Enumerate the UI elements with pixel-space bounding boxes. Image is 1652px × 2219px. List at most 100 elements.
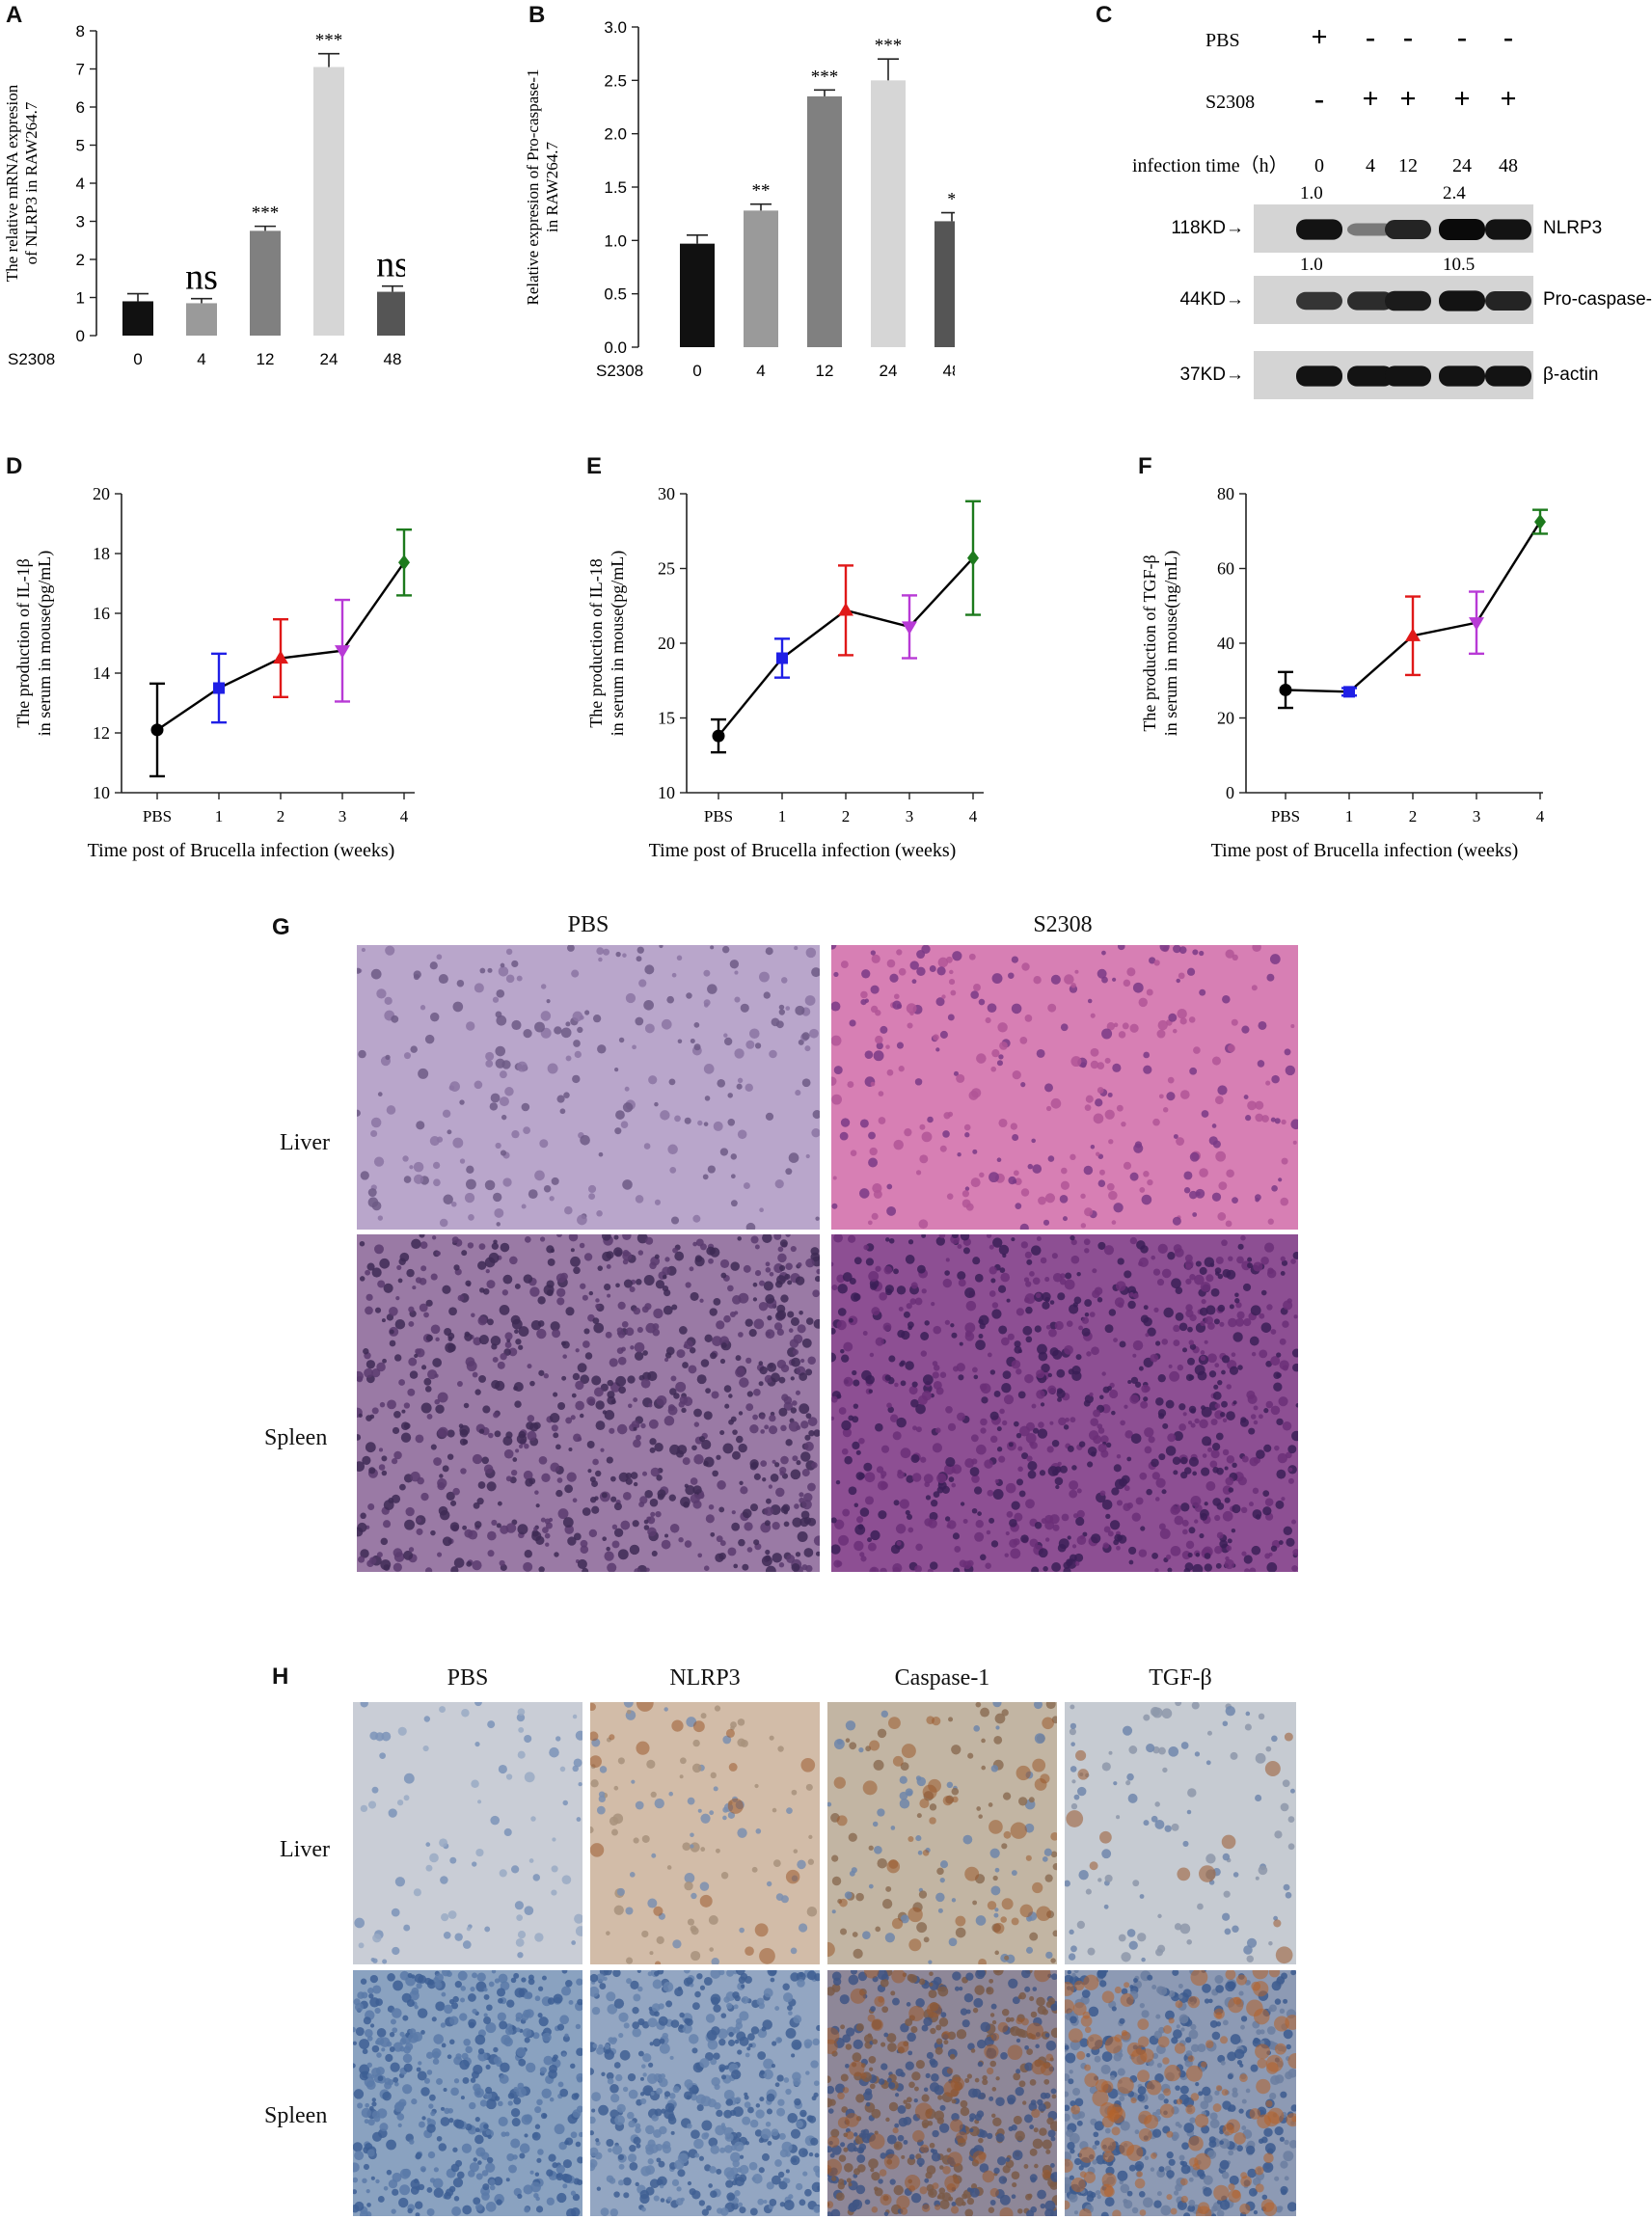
cell-nucleus xyxy=(609,1427,615,1434)
cell-nucleus xyxy=(973,1997,984,2008)
cell-nucleus xyxy=(1232,1925,1239,1933)
cell-nucleus xyxy=(702,1174,709,1180)
h-col-tgfb: TGF-β xyxy=(1149,1665,1212,1691)
cell-nucleus xyxy=(719,1540,726,1547)
cell-nucleus xyxy=(371,2044,380,2053)
cell-nucleus xyxy=(650,2091,655,2096)
cell-nucleus xyxy=(922,2123,929,2129)
cell-nucleus xyxy=(437,1477,447,1489)
cell-nucleus xyxy=(1164,2010,1175,2020)
cell-nucleus xyxy=(758,2167,765,2174)
cell-nucleus xyxy=(1138,1261,1144,1266)
cell-nucleus xyxy=(509,1256,518,1265)
cell-nucleus xyxy=(790,2128,801,2139)
cell-nucleus xyxy=(534,1490,539,1495)
cell-nucleus xyxy=(636,1434,641,1441)
cell-nucleus xyxy=(1064,1344,1073,1355)
stain-spot xyxy=(926,2002,942,2018)
cell-nucleus xyxy=(1274,2126,1284,2136)
cell-nucleus xyxy=(966,2073,973,2079)
cell-nucleus xyxy=(871,2108,881,2119)
cell-nucleus xyxy=(1109,1389,1119,1399)
cell-nucleus xyxy=(797,1979,805,1988)
cell-nucleus xyxy=(1043,1219,1050,1226)
cell-nucleus xyxy=(1226,1384,1232,1390)
cell-nucleus xyxy=(446,1491,455,1502)
x-tick-label: PBS xyxy=(143,807,172,825)
cell-nucleus xyxy=(990,1765,999,1772)
cell-nucleus xyxy=(462,1439,469,1445)
tissue-texture xyxy=(357,945,820,1230)
cell-nucleus xyxy=(606,1264,611,1269)
cell-nucleus xyxy=(618,1386,626,1394)
cell-nucleus xyxy=(831,1517,837,1524)
y-tick-label: 2.0 xyxy=(604,125,627,144)
cell-nucleus xyxy=(645,2165,656,2176)
cell-nucleus xyxy=(1186,967,1196,976)
cell-nucleus xyxy=(501,1114,507,1121)
cell-nucleus xyxy=(518,2058,527,2067)
cell-nucleus xyxy=(1284,2139,1289,2146)
cell-nucleus xyxy=(691,1892,697,1900)
data-point xyxy=(1343,686,1355,698)
x-tick-label: 48 xyxy=(943,362,955,380)
panel-label-g: G xyxy=(272,914,290,940)
cell-nucleus xyxy=(1012,1996,1020,2005)
cell-nucleus xyxy=(747,2033,755,2042)
cell-nucleus xyxy=(363,1348,369,1355)
cell-nucleus xyxy=(1116,1281,1126,1291)
cell-nucleus xyxy=(365,1269,371,1276)
cell-nucleus xyxy=(478,1428,485,1434)
cell-nucleus xyxy=(651,1853,657,1858)
cell-nucleus xyxy=(446,2188,454,2197)
cell-nucleus xyxy=(484,1179,496,1191)
cell-nucleus xyxy=(763,2200,768,2205)
cell-nucleus xyxy=(799,1372,808,1381)
cell-nucleus xyxy=(1201,1467,1210,1476)
cell-nucleus xyxy=(1176,1137,1185,1146)
cell-nucleus xyxy=(752,1297,758,1302)
cell-nucleus xyxy=(876,1466,884,1474)
cell-nucleus xyxy=(899,1799,910,1809)
cell-nucleus xyxy=(496,1015,507,1026)
cell-nucleus xyxy=(556,2192,567,2204)
cell-nucleus xyxy=(466,1560,473,1567)
cell-nucleus xyxy=(900,2071,906,2077)
cell-nucleus xyxy=(582,1294,588,1301)
cell-nucleus xyxy=(780,977,788,984)
cell-nucleus xyxy=(1070,1945,1077,1953)
cell-nucleus xyxy=(1075,1354,1082,1361)
cell-nucleus xyxy=(996,1060,1004,1067)
cell-nucleus xyxy=(1190,1422,1196,1428)
cell-nucleus xyxy=(664,1707,668,1712)
cell-nucleus xyxy=(620,1520,631,1530)
cell-nucleus xyxy=(1221,1369,1226,1375)
cell-nucleus xyxy=(719,1429,725,1436)
cell-nucleus xyxy=(1024,1986,1031,1992)
cell-nucleus xyxy=(1013,2072,1021,2081)
cell-nucleus xyxy=(691,2002,700,2011)
cell-nucleus xyxy=(988,1978,994,1984)
cell-nucleus xyxy=(945,1405,953,1414)
cell-nucleus xyxy=(840,961,849,969)
cell-nucleus xyxy=(614,1127,622,1135)
cell-nucleus xyxy=(1149,957,1156,964)
cell-nucleus xyxy=(1087,998,1093,1004)
cell-nucleus xyxy=(1252,1509,1262,1519)
cell-nucleus xyxy=(1194,1418,1200,1424)
cell-nucleus xyxy=(682,1842,691,1852)
cell-nucleus xyxy=(992,1489,1004,1501)
cell-nucleus xyxy=(562,2035,570,2043)
cell-nucleus xyxy=(1002,1370,1012,1380)
cell-nucleus xyxy=(798,2148,808,2158)
cell-nucleus xyxy=(499,2074,509,2084)
cell-nucleus xyxy=(1194,1519,1199,1524)
cell-nucleus xyxy=(1005,1482,1016,1494)
cell-nucleus xyxy=(697,1553,703,1558)
cell-nucleus xyxy=(888,2081,896,2090)
cell-nucleus xyxy=(364,2119,369,2124)
cell-nucleus xyxy=(890,1544,901,1555)
cell-nucleus xyxy=(1132,982,1144,993)
cell-nucleus xyxy=(763,2069,773,2080)
cell-nucleus xyxy=(1210,1419,1218,1426)
